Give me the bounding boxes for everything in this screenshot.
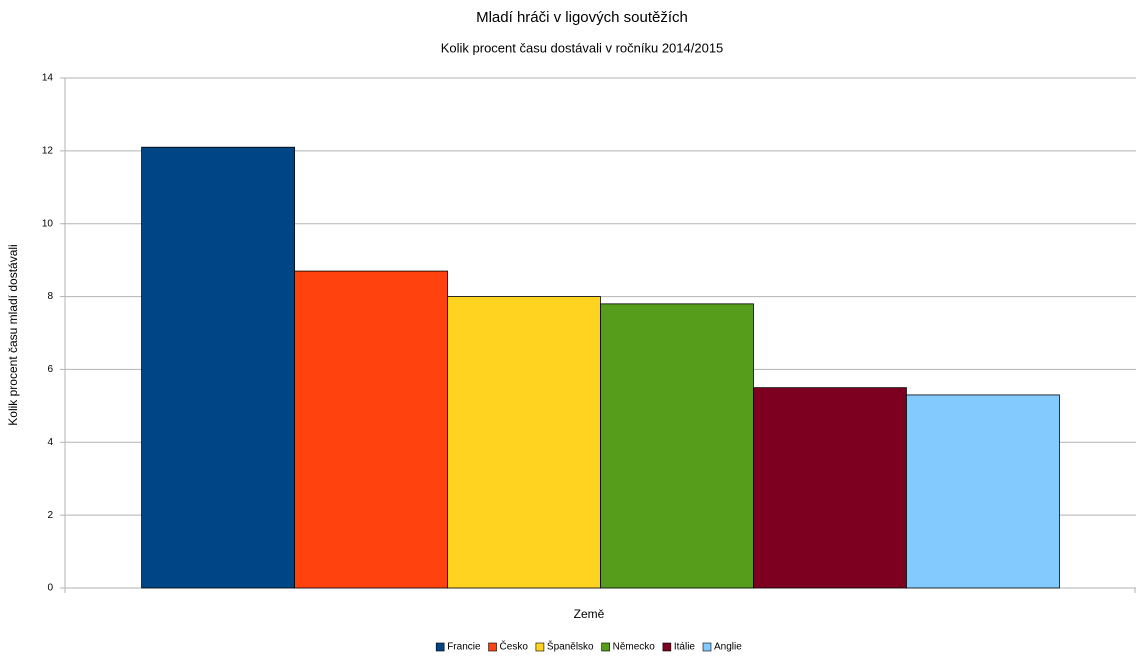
legend-swatch	[662, 642, 672, 652]
y-tick-label: 12	[42, 145, 54, 156]
bar	[906, 394, 1060, 589]
y-tick-label: 10	[42, 218, 54, 229]
bar	[294, 270, 448, 589]
legend-swatch	[601, 642, 610, 652]
legend-label: Španělsko	[547, 640, 594, 653]
y-tick-label: 4	[47, 437, 53, 448]
legend: Francie Česko Španělsko Německo Itálie Anglie	[435, 640, 742, 653]
y-tick-label: 0	[47, 583, 53, 594]
bar	[447, 296, 601, 589]
chart-title: Mladí hráči v ligových soutěžích	[476, 9, 688, 26]
legend-swatch	[435, 642, 445, 652]
bar	[753, 387, 907, 589]
y-tick-label: 2	[47, 510, 53, 521]
legend-swatch	[702, 642, 712, 652]
legend-label: Česko	[500, 640, 529, 653]
bar	[141, 146, 295, 589]
y-tick-label: 14	[42, 73, 54, 84]
legend-swatch	[535, 642, 545, 652]
x-axis-label: Země	[574, 607, 605, 621]
bar	[600, 303, 754, 589]
legend-label: Německo	[613, 642, 656, 653]
chart-subtitle: Kolik procent času dostávali v ročníku 2…	[441, 40, 724, 55]
legend-label: Francie	[447, 642, 481, 653]
y-axis-label: Kolik procent času mladí dostávali	[6, 244, 20, 425]
y-tick-label: 8	[47, 291, 53, 302]
legend-label: Anglie	[714, 642, 742, 653]
y-tick-label: 6	[47, 364, 53, 375]
legend-label: Itálie	[674, 642, 696, 653]
legend-swatch	[488, 642, 497, 652]
